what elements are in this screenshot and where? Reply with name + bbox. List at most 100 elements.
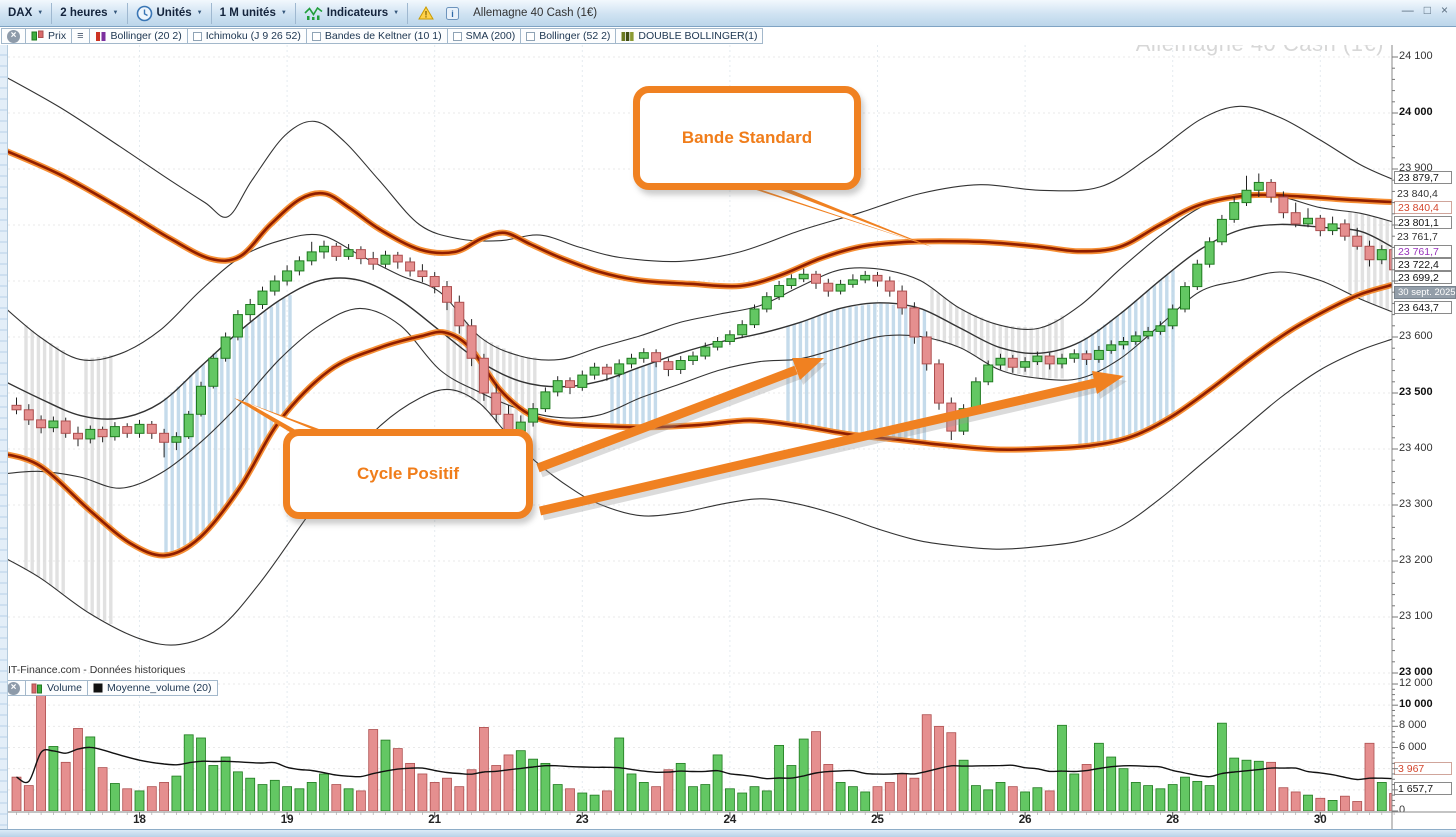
price-legend-item-label: Bandes de Keltner (10 1) <box>324 30 442 42</box>
time-axis[interactable]: 18 19 21 23 24 25 26 28 30 <box>0 812 1456 829</box>
data-source-label: IT-Finance.com - Données historiques <box>8 664 186 676</box>
date-axis-label: 24 <box>723 814 737 826</box>
price-legend-item-list[interactable]: ≡ <box>71 28 90 44</box>
svg-text:!: ! <box>425 10 428 20</box>
date-axis-label: 21 <box>428 814 442 826</box>
price-axis-label: 23 300 <box>1399 498 1433 510</box>
annotation-bande-standard-label: Bande Standard <box>681 128 813 147</box>
volume-legend-row: × Volume Moyenne_volume (20) <box>1 680 218 696</box>
left-scroll-strip[interactable] <box>0 45 8 829</box>
indicators-icon <box>304 5 323 21</box>
price-axis-label: 24 000 <box>1399 106 1433 118</box>
close-button[interactable]: × <box>1440 3 1448 17</box>
price-legend-item-bandes-de-keltner-10-1[interactable]: Bandes de Keltner (10 1) <box>305 28 448 44</box>
info-icon[interactable]: i <box>446 6 460 20</box>
toolbar-label: Indicateurs <box>326 7 389 19</box>
bars-olive-icon <box>621 31 635 42</box>
minimize-button[interactable]: — <box>1401 3 1414 17</box>
price-legend-item-bollinger-20-2[interactable]: Bollinger (20 2) <box>88 28 188 44</box>
toolbar-unit-s[interactable]: Unités ▼ <box>128 0 211 26</box>
chevron-down-icon: ▼ <box>196 10 203 16</box>
close-icon[interactable]: × <box>7 29 20 43</box>
close-icon[interactable]: × <box>7 681 20 695</box>
price-axis-label: 23 600 <box>1399 330 1433 342</box>
price-axis-label: 23 400 <box>1399 442 1433 454</box>
checkbox-icon[interactable] <box>192 31 202 41</box>
price-legend-item-label: Prix <box>48 30 67 42</box>
price-badge: 23 722,4 <box>1394 258 1452 271</box>
toolbar-separator <box>126 2 128 24</box>
checkbox-icon[interactable] <box>526 31 536 41</box>
annotation-cycle-positif-label: Cycle Positif <box>356 464 460 483</box>
date-axis-label: 23 <box>575 814 589 826</box>
price-badge: 3 967 <box>1394 762 1452 775</box>
price-badge: 23 643,7 <box>1394 301 1452 314</box>
toolbar-separator <box>210 2 212 24</box>
price-badge: 23 761,7 <box>1394 245 1452 258</box>
warning-icon[interactable]: ! <box>418 6 434 20</box>
price-legend-item-label: Bollinger (20 2) <box>110 30 182 42</box>
toolbar-dax[interactable]: DAX ▼ <box>0 0 51 26</box>
price-axis-label: 23 000 <box>1399 666 1433 678</box>
checkbox-icon[interactable] <box>311 31 321 41</box>
titlebar: DAX ▼ 2 heures ▼ Unités ▼ 1 M unités ▼ Indicateu… <box>0 0 1456 27</box>
price-badge: 23 801,1 <box>1394 216 1452 229</box>
volume-legend-item-label: Volume <box>47 682 83 694</box>
chevron-down-icon: ▼ <box>280 10 287 16</box>
date-badge: 30 sept. 2025 <box>1394 286 1456 299</box>
svg-text:i: i <box>451 9 454 19</box>
price-legend-item-label: DOUBLE BOLLINGER(1) <box>638 30 758 42</box>
volume-legend-item-volume[interactable]: Volume <box>25 680 89 696</box>
price-axis-label: 23 500 <box>1399 386 1433 398</box>
volume-axis-label: 8 000 <box>1399 719 1427 732</box>
annotation-bande-standard[interactable]: Bande Standard <box>633 86 861 190</box>
toolbar-label: Unités <box>156 7 192 19</box>
price-legend-item-double-bollinger-1[interactable]: DOUBLE BOLLINGER(1) <box>615 28 764 44</box>
price-legend-item-bollinger-52-2[interactable]: Bollinger (52 2) <box>520 28 617 44</box>
price-legend-item-label: Ichimoku (J 9 26 52) <box>205 30 301 42</box>
clock-icon <box>136 5 153 22</box>
chevron-down-icon: ▼ <box>112 10 119 16</box>
price-legend-close-chip[interactable]: × <box>1 28 26 44</box>
window-controls: — □ × <box>1402 3 1448 17</box>
price-badge: 1 657,7 <box>1394 782 1452 795</box>
price-axis-label: 23 200 <box>1399 554 1433 566</box>
date-axis-label: 25 <box>871 814 884 826</box>
toolbar-instrument-label: Allemagne 40 Cash (1€) <box>473 7 598 19</box>
square-black-icon <box>93 683 103 693</box>
price-legend-item-prix[interactable]: Prix <box>25 28 73 44</box>
bars-red-green-icon <box>31 683 43 694</box>
price-legend-row: × Prix ≡ Bollinger (20 2) Ichimoku (J 9 26 5… <box>0 27 1456 45</box>
volume-axis-label: 10 000 <box>1399 698 1433 711</box>
toolbar-label: 1 M unités <box>219 7 276 19</box>
price-legend-item-ichimoku-j-9-26-52[interactable]: Ichimoku (J 9 26 52) <box>186 28 307 44</box>
toolbar-indicateurs[interactable]: Indicateurs ▼ <box>296 0 407 26</box>
chevron-down-icon: ▼ <box>37 10 44 16</box>
volume-axis-label: 12 000 <box>1399 677 1433 690</box>
price-legend-item-label: Bollinger (52 2) <box>539 30 611 42</box>
date-axis-label: 19 <box>280 814 294 826</box>
price-legend-item-sma-200[interactable]: SMA (200) <box>446 28 522 44</box>
date-axis-label: 28 <box>1166 814 1180 826</box>
volume-axis-label: 0 <box>1399 804 1406 816</box>
volume-legend-item-moyenne-volume-20[interactable]: Moyenne_volume (20) <box>87 680 218 696</box>
price-badge: 23 761,7 <box>1397 231 1438 243</box>
window-bottom-edge <box>0 829 1456 837</box>
annotation-cycle-positif[interactable]: Cycle Positif <box>283 429 533 519</box>
maximize-button[interactable]: □ <box>1423 3 1431 17</box>
toolbar-separator <box>294 2 296 24</box>
price-badge: 23 699,2 <box>1394 271 1452 284</box>
bars-red-purple-icon <box>95 31 107 42</box>
checkbox-icon[interactable] <box>452 31 462 41</box>
date-axis-label: 26 <box>1018 814 1032 826</box>
toolbar-2-heures[interactable]: 2 heures ▼ <box>52 0 126 26</box>
date-axis-label: 30 <box>1313 814 1327 826</box>
toolbar-separator <box>407 2 409 24</box>
toolbar-1-m-unit-s[interactable]: 1 M unités ▼ <box>212 0 295 26</box>
chevron-down-icon: ▼ <box>393 10 400 16</box>
toolbar-label: 2 heures <box>60 7 108 19</box>
list-icon: ≡ <box>77 29 84 42</box>
price-badge: 23 840,4 <box>1394 201 1452 214</box>
toolbar: DAX ▼ 2 heures ▼ Unités ▼ 1 M unités ▼ Indicateu… <box>0 0 605 26</box>
